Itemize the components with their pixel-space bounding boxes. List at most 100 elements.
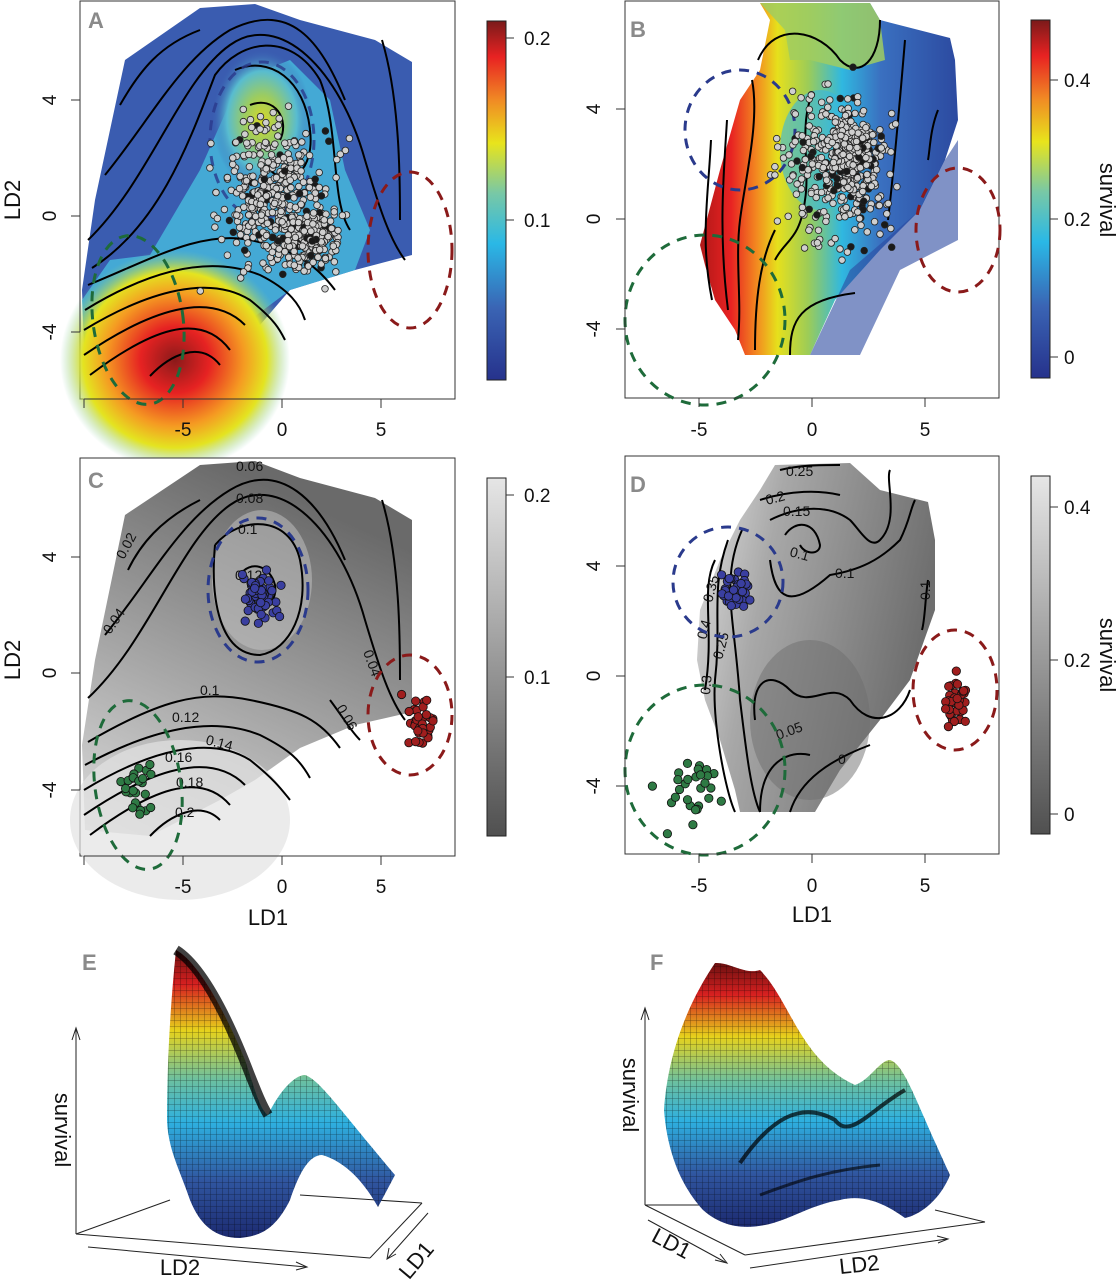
svg-text:0.14: 0.14 (204, 731, 235, 754)
data-point (207, 139, 215, 148)
y-tick-label: 4 (40, 551, 61, 562)
data-point (230, 167, 239, 175)
svg-text:0.35: 0.35 (699, 573, 722, 604)
data-point (332, 173, 340, 182)
data-point (295, 151, 303, 159)
data-point (259, 259, 267, 267)
data-point (838, 193, 847, 201)
data-point (290, 194, 298, 202)
data-point (866, 205, 874, 213)
svg-text:0.06: 0.06 (236, 458, 263, 474)
data-point (264, 158, 272, 166)
data-point (261, 565, 272, 575)
colorbar-tick: 0 (1064, 805, 1075, 826)
data-point (262, 231, 271, 240)
data-point (274, 191, 282, 200)
data-point (818, 98, 826, 106)
colorbar-tick: 0.2 (524, 29, 550, 50)
data-point (844, 183, 852, 192)
surface-gridlines (664, 962, 950, 1227)
data-point (791, 137, 799, 146)
colorbar-tick: 0.1 (524, 211, 550, 232)
data-point (838, 256, 846, 264)
colorbar-tick: 0.2 (524, 486, 550, 507)
data-point (884, 199, 892, 208)
x-axis-title: LD2 (160, 1255, 200, 1280)
data-point (422, 695, 432, 705)
data-point (891, 120, 900, 128)
data-point (268, 248, 276, 256)
data-point (958, 686, 969, 696)
data-point (308, 237, 316, 245)
data-point (297, 200, 305, 208)
contour-labels: 0.25 0.2 0.15 0.1 0.1 0.05 0 0.4 0.35 0.… (693, 463, 933, 767)
data-point (845, 152, 854, 161)
data-point (262, 241, 270, 250)
data-point (799, 138, 807, 146)
data-point (287, 164, 295, 172)
data-point (281, 167, 289, 175)
x-tick-label: -5 (691, 420, 708, 441)
data-point (844, 95, 852, 103)
data-point (886, 170, 894, 178)
data-point (404, 706, 414, 717)
data-point (779, 154, 788, 162)
data-point (128, 786, 138, 796)
panel-f: F survival LD1 LD2 (618, 950, 986, 1279)
data-point (247, 123, 256, 132)
data-point (140, 789, 150, 799)
data-point (285, 155, 294, 164)
data-point (274, 132, 282, 140)
data-point (281, 247, 289, 256)
x-tick-label: -5 (691, 876, 708, 897)
data-point (798, 209, 806, 218)
3d-axes (71, 1026, 429, 1271)
data-point (797, 185, 806, 193)
x-tick-label: 5 (920, 420, 931, 441)
data-point (716, 570, 727, 580)
data-point (146, 769, 156, 779)
data-point (807, 112, 816, 121)
data-point (859, 107, 868, 115)
data-point (833, 181, 842, 190)
data-point (808, 160, 816, 168)
y-axis (71, 99, 81, 333)
data-point (294, 218, 303, 227)
data-point (326, 217, 335, 225)
data-point (332, 268, 340, 276)
data-point (320, 216, 328, 224)
scatter-points (116, 565, 438, 819)
data-point (262, 165, 270, 173)
data-point (801, 155, 809, 164)
data-point (867, 182, 876, 190)
data-point (240, 616, 250, 626)
data-point (256, 112, 265, 121)
data-point (822, 110, 830, 118)
data-point (333, 155, 341, 164)
data-point (311, 189, 319, 197)
data-point (798, 132, 806, 140)
data-point (876, 230, 884, 238)
data-point (839, 150, 847, 159)
data-point (837, 131, 845, 140)
x-tick-label: -5 (175, 877, 192, 898)
data-point (267, 586, 277, 596)
data-point (670, 792, 681, 802)
data-point (804, 166, 812, 174)
data-point (256, 609, 266, 620)
colorbar-tick: 0.2 (1064, 210, 1090, 231)
data-point (240, 246, 249, 254)
data-point (268, 208, 277, 217)
data-point (793, 180, 801, 188)
svg-text:0.1: 0.1 (238, 521, 258, 537)
data-point (771, 162, 779, 171)
data-point (236, 230, 245, 239)
data-point (829, 199, 837, 207)
data-point (274, 611, 285, 622)
data-point (121, 783, 131, 794)
y-tick-label: -4 (40, 323, 61, 340)
data-point (805, 226, 813, 234)
x-tick-label: 0 (807, 876, 818, 897)
y-axis-title: LD2 (0, 180, 25, 220)
data-point (291, 203, 300, 211)
